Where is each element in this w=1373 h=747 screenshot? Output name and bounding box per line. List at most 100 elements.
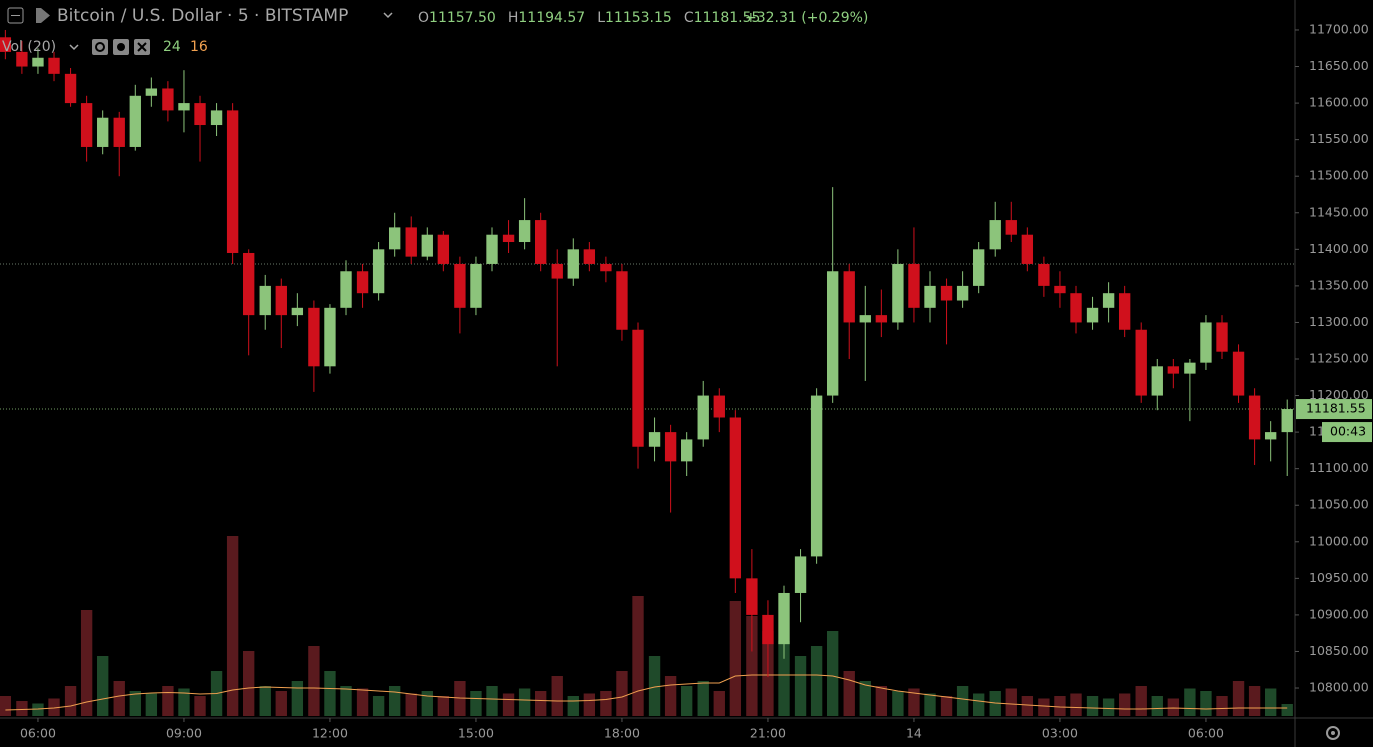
volume-bar <box>259 686 271 716</box>
last-price-label: 11181.55 <box>1306 401 1366 416</box>
settings-gear[interactable] <box>1326 726 1340 740</box>
price-axis-bg <box>1295 0 1373 718</box>
volume-bar <box>194 696 206 716</box>
candle-body <box>843 271 855 323</box>
candle-body <box>1118 293 1131 330</box>
volume-bar <box>113 681 125 716</box>
volume-bar <box>372 696 385 716</box>
candle-body <box>908 263 920 308</box>
candle-body <box>632 329 644 447</box>
legend-key: H <box>508 10 519 26</box>
candle-body <box>1005 220 1017 235</box>
volume-bar <box>1102 698 1115 716</box>
candle-body <box>291 307 304 316</box>
volume-bar <box>648 656 661 716</box>
candle-body <box>275 285 287 316</box>
visibility-icon <box>95 42 105 52</box>
volume-bar <box>518 688 531 716</box>
volume-bar <box>324 671 336 716</box>
volume-bar <box>243 651 255 716</box>
volume-bar <box>1216 696 1228 716</box>
collapse-icon[interactable] <box>7 7 24 24</box>
candle-body <box>892 263 904 323</box>
volume-bar <box>454 681 466 716</box>
candle-body <box>746 578 758 615</box>
volume-bar <box>1167 698 1180 716</box>
countdown-tag <box>1322 422 1372 443</box>
legend-value: 11181.55 <box>694 10 761 26</box>
y-tick-label: 10800.00 <box>1309 680 1369 695</box>
dropdown-icon[interactable] <box>383 12 393 19</box>
candle-body <box>502 234 515 243</box>
volume-last: 24 <box>163 39 181 55</box>
y-tick-label: 11600.00 <box>1309 95 1369 110</box>
volume-bar <box>600 691 612 716</box>
volume-bar <box>1005 688 1017 716</box>
candle-body <box>859 315 871 323</box>
candle-body <box>454 263 466 308</box>
candle-body <box>194 103 206 126</box>
y-tick-label: 11500.00 <box>1309 168 1369 183</box>
change: +32.31 (+0.29%) <box>745 10 868 26</box>
y-tick-label: 11350.00 <box>1309 277 1369 292</box>
y-tick-label: 11050.00 <box>1309 497 1369 512</box>
x-tick-label: 12:00 <box>312 726 348 741</box>
y-tick-label: 10900.00 <box>1309 606 1369 621</box>
candle-body <box>1070 293 1082 323</box>
candle-body <box>1248 395 1261 440</box>
volume-bar <box>729 601 742 716</box>
candle-body <box>1151 366 1163 396</box>
dropdown-icon[interactable] <box>69 44 79 51</box>
legend-value: 11194.57 <box>518 10 585 26</box>
candle-body <box>243 252 255 316</box>
last-price-tag <box>1296 399 1372 420</box>
candle-body <box>1200 322 1212 363</box>
volume-bar <box>1086 696 1099 716</box>
volume-bar <box>32 703 44 716</box>
legend-value: 11157.50 <box>429 10 496 26</box>
chart-title: Bitcoin / U.S. Dollar · 5 · BITSTAMP <box>57 6 348 26</box>
volume-bar <box>1184 688 1196 716</box>
y-tick-label: 11550.00 <box>1309 131 1369 146</box>
volume-bar <box>405 693 417 716</box>
y-tick-label: 10950.00 <box>1309 570 1369 585</box>
candle-body <box>1021 234 1034 264</box>
visibility-icon[interactable] <box>92 39 108 55</box>
volume-bar <box>713 691 725 716</box>
candle-body <box>778 592 790 645</box>
candle-body <box>762 614 774 645</box>
volume-bar <box>486 686 498 716</box>
volume-bar <box>1200 691 1212 716</box>
legend-key: O <box>418 10 429 26</box>
candle-body <box>0 37 12 52</box>
volume-bar <box>567 696 579 716</box>
candle-body <box>1135 329 1147 396</box>
volume-bar <box>551 676 563 716</box>
volume-bar <box>1038 698 1050 716</box>
candle-body <box>518 220 531 243</box>
x-tick-label: 06:00 <box>20 726 56 741</box>
volume-bar <box>1281 704 1293 716</box>
candle-body <box>308 307 320 367</box>
volume-bar <box>178 688 190 716</box>
remove-icon <box>137 42 147 52</box>
countdown-label: 00:43 <box>1330 424 1366 439</box>
volume-bar <box>0 696 12 716</box>
candle-body <box>48 57 60 74</box>
y-tick-label: 11250.00 <box>1309 351 1369 366</box>
candle-body <box>826 271 839 396</box>
candle-body <box>583 249 596 264</box>
candle-body <box>145 88 158 96</box>
y-tick-label: 11450.00 <box>1309 204 1369 219</box>
volume-bar <box>664 676 677 716</box>
volume-bar <box>1070 693 1082 716</box>
candle-body <box>1264 432 1277 440</box>
volume-bar <box>275 691 287 716</box>
volume-bar <box>48 698 60 716</box>
volume-bar <box>956 686 969 716</box>
candle-body <box>226 110 239 253</box>
x-tick-label: 06:00 <box>1188 726 1224 741</box>
y-tick-label: 11300.00 <box>1309 314 1369 329</box>
volume-bar <box>632 596 644 716</box>
